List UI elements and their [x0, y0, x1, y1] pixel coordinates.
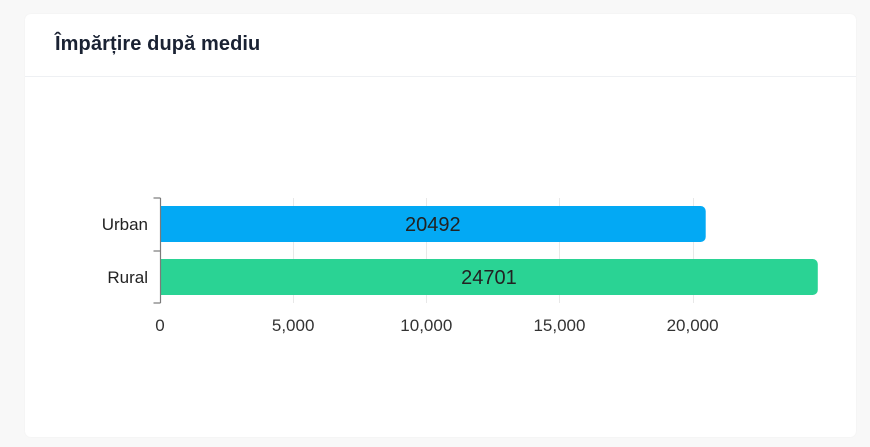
- bar-rural: [160, 259, 818, 295]
- card-header: Împărțire după mediu: [25, 14, 856, 77]
- category-label: Rural: [107, 268, 148, 287]
- card-title: Împărțire după mediu: [55, 33, 261, 55]
- labels: 0 5,000 10,000 15,000 20,000 20492 Urban 24701 R…: [102, 214, 719, 335]
- bar-left-edge: [160, 259, 166, 295]
- data-label: 24701: [461, 267, 517, 289]
- x-tick-label: 0: [155, 316, 164, 335]
- x-tick-label: 20,000: [667, 316, 719, 335]
- bar-left-edge: [160, 206, 166, 242]
- x-tick-label: 5,000: [272, 316, 315, 335]
- x-tick-label: 10,000: [400, 316, 452, 335]
- axes: [153, 197, 162, 304]
- bar-urban: [160, 206, 706, 242]
- bars: [160, 206, 818, 295]
- data-label: 20492: [405, 214, 461, 236]
- x-tick-label: 15,000: [533, 316, 585, 335]
- category-label: Urban: [102, 215, 148, 234]
